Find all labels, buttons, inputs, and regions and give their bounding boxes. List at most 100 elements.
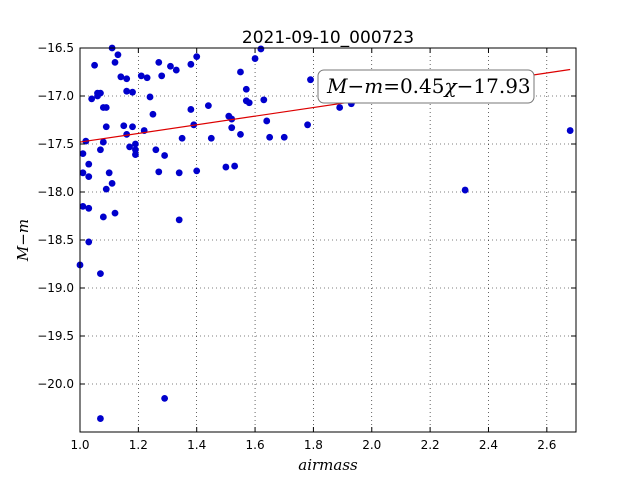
data-point — [111, 59, 119, 66]
data-point — [263, 117, 271, 125]
fit-equation-chi: χ — [443, 74, 459, 98]
data-point — [207, 134, 215, 142]
y-tick-label: −19.5 — [37, 329, 74, 343]
data-point — [566, 127, 574, 134]
data-point — [280, 133, 288, 141]
data-point — [155, 59, 163, 66]
data-point — [175, 216, 183, 224]
data-point — [129, 123, 136, 131]
data-point — [79, 203, 87, 210]
y-tick-label: −18.0 — [37, 185, 74, 199]
data-point — [204, 102, 212, 109]
x-tick-label: 2.0 — [362, 438, 381, 452]
data-point — [178, 134, 186, 142]
data-point — [132, 140, 139, 148]
x-tick-label: 1.6 — [246, 438, 265, 452]
data-point — [237, 68, 244, 76]
data-point — [88, 95, 96, 103]
data-point — [129, 88, 136, 96]
y-tick-label: −20.0 — [37, 377, 74, 391]
data-point — [260, 96, 268, 104]
x-tick-label: 2.6 — [537, 438, 556, 452]
data-point — [132, 151, 139, 158]
data-point — [99, 213, 107, 221]
data-point — [307, 76, 314, 84]
data-point — [79, 150, 87, 158]
data-point — [257, 45, 265, 53]
data-point — [111, 209, 119, 217]
data-point — [237, 131, 244, 138]
fit-equation-intercept: −17.93 — [457, 74, 531, 98]
data-point — [193, 53, 201, 61]
data-point — [102, 104, 110, 111]
data-point — [161, 395, 169, 402]
data-point — [117, 73, 125, 81]
data-point — [187, 106, 195, 113]
data-point — [97, 146, 104, 154]
data-point — [85, 204, 93, 212]
fit-equation-slope: =0.45 — [383, 74, 444, 98]
data-point — [172, 66, 180, 74]
y-tick-label: −17.5 — [37, 137, 74, 151]
data-point — [114, 51, 122, 59]
data-point — [108, 179, 116, 187]
data-point — [175, 169, 183, 177]
fit-equation-lhs: M−m — [326, 74, 383, 98]
data-point — [132, 146, 139, 154]
data-point — [304, 121, 311, 129]
x-tick-label: 2.2 — [421, 438, 440, 452]
data-point — [143, 74, 151, 82]
data-point — [167, 62, 174, 70]
y-tick-label: −17.0 — [37, 89, 74, 103]
data-point — [126, 143, 133, 151]
y-axis-label: M−m — [14, 219, 32, 262]
chart-title: 2021-09-10_000723 — [242, 28, 414, 48]
fit-equation-label: M−m=0.45χ−17.93 — [326, 74, 531, 98]
points-layer — [76, 44, 574, 422]
data-point — [242, 85, 250, 93]
fit-equation-frame — [317, 69, 535, 104]
data-point — [102, 123, 110, 131]
y-tick-label: −19.0 — [37, 281, 74, 295]
data-point — [158, 72, 166, 80]
x-tick-label: 1.4 — [187, 438, 206, 452]
data-point — [251, 55, 259, 62]
data-point — [161, 152, 169, 159]
ticks-layer: 1.0 1.2 1.4 1.6 1.8 2.0 2.2 2.4 2.6 −16.5 −17.0 −17… — [37, 41, 576, 452]
data-point — [123, 87, 131, 95]
data-point — [137, 72, 145, 80]
x-tick-label: 1.2 — [129, 438, 148, 452]
data-point — [146, 93, 154, 101]
data-point — [231, 162, 239, 170]
x-axis-label: airmass — [298, 456, 358, 474]
data-point — [85, 160, 93, 168]
data-point — [155, 168, 163, 176]
x-tick-label: 2.4 — [479, 438, 498, 452]
data-point — [228, 124, 236, 132]
data-point — [152, 146, 160, 154]
fit-equation-box: M−m=0.45χ−17.93 — [317, 69, 535, 104]
y-tick-label: −18.5 — [37, 233, 74, 247]
x-tick-label: 1.8 — [304, 438, 323, 452]
data-point — [123, 75, 131, 83]
data-point — [97, 415, 104, 422]
data-point — [245, 99, 253, 107]
data-point — [187, 60, 195, 68]
data-point — [222, 163, 230, 171]
data-point — [336, 104, 344, 111]
data-point — [97, 270, 104, 277]
data-point — [266, 133, 274, 141]
data-point — [123, 131, 131, 138]
x-tick-label: 1.0 — [70, 438, 89, 452]
data-point — [99, 138, 107, 146]
data-point — [461, 186, 469, 194]
data-point — [85, 238, 93, 246]
data-point — [102, 185, 110, 193]
data-point — [105, 169, 113, 177]
data-point — [193, 167, 201, 175]
data-point — [91, 61, 98, 69]
y-tick-label: −16.5 — [37, 41, 74, 55]
data-point — [149, 110, 157, 118]
data-point — [97, 89, 104, 97]
